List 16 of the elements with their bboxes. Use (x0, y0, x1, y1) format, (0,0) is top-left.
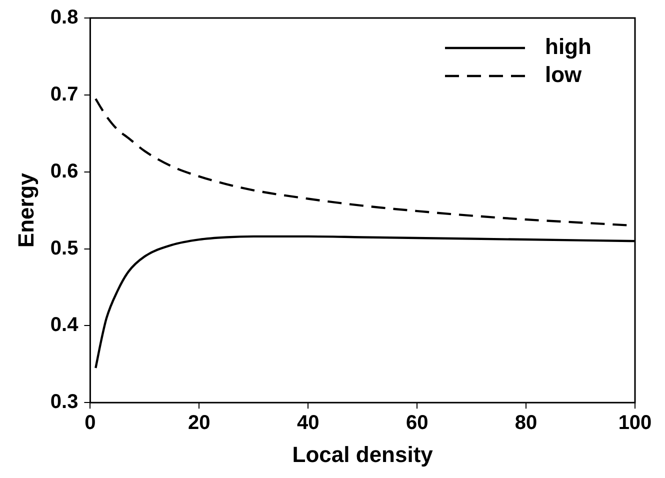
legend-label: high (545, 34, 592, 60)
y-tick-label: 0.6 (50, 160, 78, 182)
y-tick-label: 0.3 (50, 391, 78, 414)
y-tick-label: 0.4 (50, 314, 80, 336)
x-tick-label: 0 (84, 412, 96, 434)
y-tick-label: 0.8 (50, 6, 78, 29)
x-tick-label: 20 (188, 412, 210, 434)
y-tick-label: 0.5 (50, 237, 78, 260)
x-axis-title: Local density (292, 442, 434, 467)
x-tick-label: 60 (406, 412, 428, 434)
y-tick-label: 0.7 (50, 83, 78, 106)
x-tick-label: 80 (514, 412, 538, 434)
y-axis-title: Energy (13, 172, 38, 248)
legend-label: low (545, 62, 583, 88)
x-tick-label: 40 (296, 412, 320, 434)
x-tick-label: 100 (618, 412, 652, 434)
